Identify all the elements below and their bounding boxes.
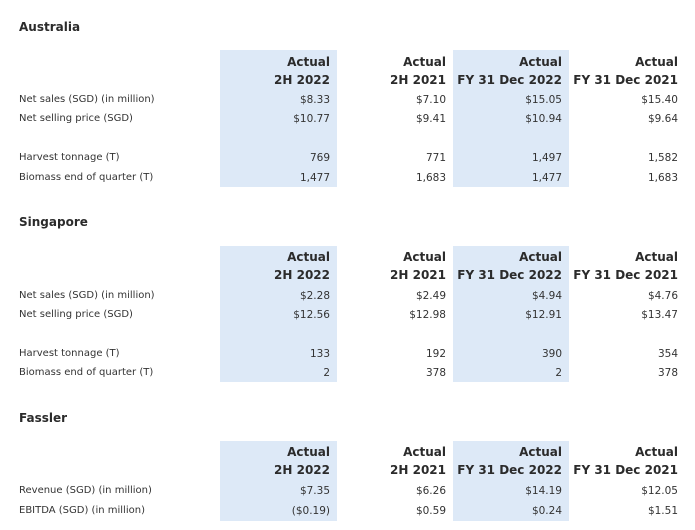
table-cell: $12.91	[525, 309, 562, 321]
table-cell: ($0.19)	[291, 505, 330, 517]
row-label: Revenue (SGD) (in million)	[19, 485, 152, 496]
row-label: Net sales (SGD) (in million)	[19, 290, 155, 301]
table-cell: $13.47	[641, 309, 678, 321]
column-header-2h-2022: Actual 2H 2022	[274, 55, 330, 87]
shaded-column-2h-2022	[220, 441, 337, 521]
row-label: EBITDA (SGD) (in million)	[19, 505, 145, 516]
table-cell: 1,477	[299, 172, 330, 184]
table-cell: $12.98	[409, 309, 446, 321]
table-cell: $14.19	[525, 485, 562, 497]
column-header-fy-2021: Actual FY 31 Dec 2021	[573, 250, 678, 282]
table-cell: $12.56	[293, 309, 330, 321]
table-cell: $2.49	[415, 290, 446, 302]
table-cell: $2.28	[299, 290, 330, 302]
column-header-2h-2021: Actual 2H 2021	[390, 445, 446, 477]
table-cell: $0.24	[531, 505, 562, 517]
column-header-2h-2021: Actual 2H 2021	[390, 250, 446, 282]
column-header-fy-2022: Actual FY 31 Dec 2022	[457, 250, 562, 282]
column-header-2h-2022: Actual 2H 2022	[274, 445, 330, 477]
table-cell: 133	[309, 348, 330, 360]
column-header-fy-2021: Actual FY 31 Dec 2021	[573, 55, 678, 87]
table-cell: 1,683	[647, 172, 678, 184]
table-cell: 769	[309, 152, 330, 164]
table-cell: $4.94	[531, 290, 562, 302]
shaded-column-2h-2022	[220, 246, 337, 382]
table-cell: $6.26	[415, 485, 446, 497]
column-header-fy-2022: Actual FY 31 Dec 2022	[457, 445, 562, 477]
table-cell: $7.35	[299, 485, 330, 497]
table-cell: $9.41	[415, 113, 446, 125]
row-label: Net selling price (SGD)	[19, 309, 133, 320]
table-cell: 1,683	[415, 172, 446, 184]
table-cell: 2	[323, 367, 330, 379]
table-cell: $9.64	[647, 113, 678, 125]
table-cell: 771	[425, 152, 446, 164]
row-label: Net sales (SGD) (in million)	[19, 94, 155, 105]
table-cell: 2	[555, 367, 562, 379]
table-cell: $0.59	[415, 505, 446, 517]
table-cell: $7.10	[415, 94, 446, 106]
shaded-column-fy-2022	[453, 441, 569, 521]
row-label: Biomass end of quarter (T)	[19, 367, 154, 378]
table-cell: 390	[541, 348, 562, 360]
column-header-fy-2021: Actual FY 31 Dec 2021	[573, 445, 678, 477]
table-cell: $4.76	[647, 290, 678, 302]
table-cell: $12.05	[641, 485, 678, 497]
table-cell: 354	[657, 348, 678, 360]
section-title-australia: Australia	[19, 20, 81, 34]
table-cell: $1.51	[647, 505, 678, 517]
row-label: Harvest tonnage (T)	[19, 348, 120, 359]
column-header-fy-2022: Actual FY 31 Dec 2022	[457, 55, 562, 87]
column-header-2h-2021: Actual 2H 2021	[390, 55, 446, 87]
table-cell: 1,477	[531, 172, 562, 184]
table-cell: 192	[425, 348, 446, 360]
table-cell: 1,497	[531, 152, 562, 164]
table-cell: $15.05	[525, 94, 562, 106]
shaded-column-2h-2022	[220, 50, 337, 187]
row-label: Harvest tonnage (T)	[19, 152, 120, 163]
section-title-fassler: Fassler	[19, 411, 68, 425]
table-cell: $15.40	[641, 94, 678, 106]
section-title-singapore: Singapore	[19, 215, 88, 229]
table-cell: 378	[657, 367, 678, 379]
table-cell: $10.77	[293, 113, 330, 125]
shaded-column-fy-2022	[453, 50, 569, 187]
table-cell: 378	[425, 367, 446, 379]
shaded-column-fy-2022	[453, 246, 569, 382]
row-label: Net selling price (SGD)	[19, 113, 133, 124]
table-cell: $10.94	[525, 113, 562, 125]
row-label: Biomass end of quarter (T)	[19, 172, 154, 183]
table-cell: 1,582	[647, 152, 678, 164]
table-cell: $8.33	[299, 94, 330, 106]
column-header-2h-2022: Actual 2H 2022	[274, 250, 330, 282]
